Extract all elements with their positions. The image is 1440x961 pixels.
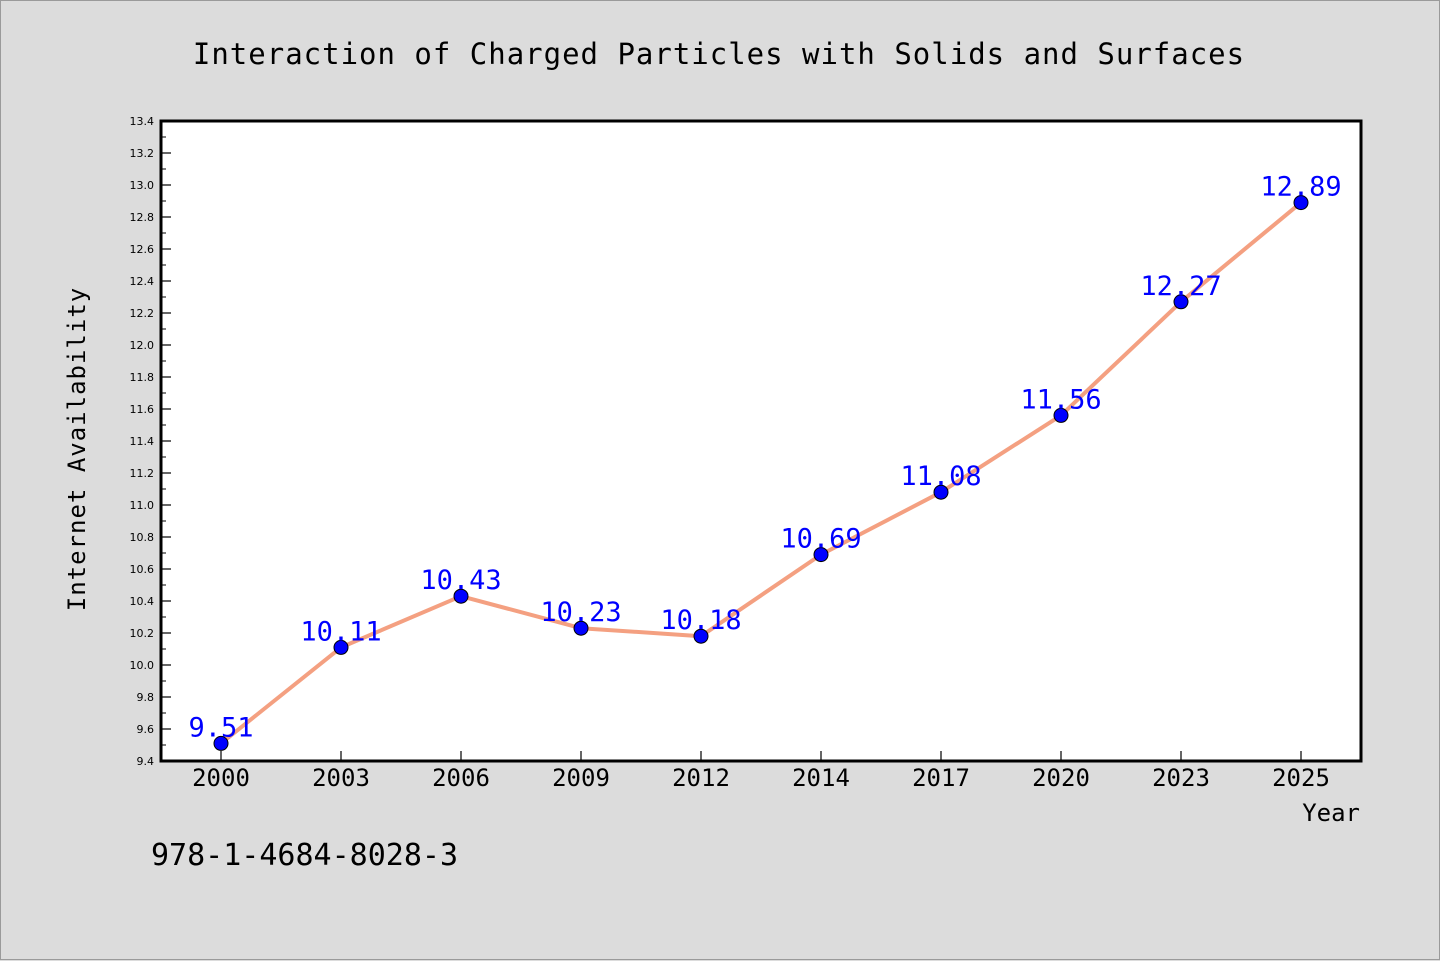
y-tick-label: 11.2 xyxy=(130,467,155,480)
y-tick-label: 9.6 xyxy=(137,723,155,736)
y-tick-label: 10.8 xyxy=(130,531,155,544)
y-tick-label: 12.4 xyxy=(130,275,155,288)
x-tick-label: 2017 xyxy=(912,764,970,792)
data-label: 11.56 xyxy=(1020,384,1101,415)
data-point-marker xyxy=(1293,195,1309,211)
series-line-group xyxy=(219,200,1303,746)
series-line xyxy=(219,200,1303,746)
y-axis-label: Internet Availability xyxy=(63,287,91,611)
y-tick-label: 10.0 xyxy=(130,659,155,672)
x-tick-label: 2025 xyxy=(1272,764,1330,792)
data-label: 12.27 xyxy=(1140,271,1221,302)
y-tick-label: 12.6 xyxy=(130,243,155,256)
data-label: 10.23 xyxy=(540,597,621,628)
y-tick-label: 10.4 xyxy=(130,595,155,608)
x-tick-label: 2003 xyxy=(312,764,370,792)
data-point-marker xyxy=(453,588,469,604)
y-tick-label: 10.6 xyxy=(130,563,155,576)
y-tick-label: 11.4 xyxy=(130,435,155,448)
x-tick-label: 2000 xyxy=(192,764,250,792)
data-point-marker xyxy=(573,620,589,636)
x-axis: 2000 2003 2006 2009 2012 2014 2017 2020 2023 2025 xyxy=(192,751,1330,792)
data-label: 11.08 xyxy=(900,461,981,492)
chart-title: Interaction of Charged Particles with So… xyxy=(193,37,1245,71)
data-point-marker xyxy=(213,735,229,751)
y-tick-label: 12.0 xyxy=(130,339,155,352)
data-point-marker xyxy=(933,484,949,500)
x-tick-label: 2009 xyxy=(552,764,610,792)
y-tick-label: 12.8 xyxy=(130,211,155,224)
y-tick-label: 11.8 xyxy=(130,371,155,384)
y-tick-label: 10.2 xyxy=(130,627,155,640)
x-tick-label: 2020 xyxy=(1032,764,1090,792)
data-label: 12.89 xyxy=(1260,172,1341,203)
y-tick-label: 11.6 xyxy=(130,403,155,416)
data-label: 10.43 xyxy=(420,565,501,596)
y-axis: 9.4 9.6 9.8 10.0 10.2 10.4 10.6 10.8 11.0 11.2 11.… xyxy=(130,115,171,768)
data-point-marker xyxy=(1173,294,1189,310)
isbn-text: 978-1-4684-8028-3 xyxy=(151,838,458,873)
x-tick-label: 2014 xyxy=(792,764,850,792)
data-label: 10.18 xyxy=(660,605,741,636)
y-tick-label: 13.2 xyxy=(130,147,155,160)
x-tick-label: 2012 xyxy=(672,764,730,792)
plot-area xyxy=(159,119,1363,763)
data-point-marker xyxy=(333,639,349,655)
data-point-marker xyxy=(813,547,829,563)
data-point-marker xyxy=(693,628,709,644)
data-label: 10.11 xyxy=(300,616,381,647)
y-tick-label: 13.4 xyxy=(130,115,155,128)
y-tick-label: 13.0 xyxy=(130,179,155,192)
data-label: 9.51 xyxy=(188,712,253,743)
y-tick-label: 9.8 xyxy=(137,691,155,704)
data-point-marker xyxy=(1053,407,1069,423)
y-tick-label: 12.2 xyxy=(130,307,155,320)
data-label: 10.69 xyxy=(780,524,861,555)
data-labels-group: 9.51 10.11 10.43 10.23 10.18 10.69 11.08 11.56 1… xyxy=(188,172,1341,744)
x-axis-label: Year xyxy=(1302,799,1360,827)
y-tick-label: 9.4 xyxy=(137,755,155,768)
x-tick-label: 2023 xyxy=(1152,764,1210,792)
y-tick-label: 11.0 xyxy=(130,499,155,512)
markers-group xyxy=(213,195,1309,751)
x-tick-label: 2006 xyxy=(432,764,490,792)
